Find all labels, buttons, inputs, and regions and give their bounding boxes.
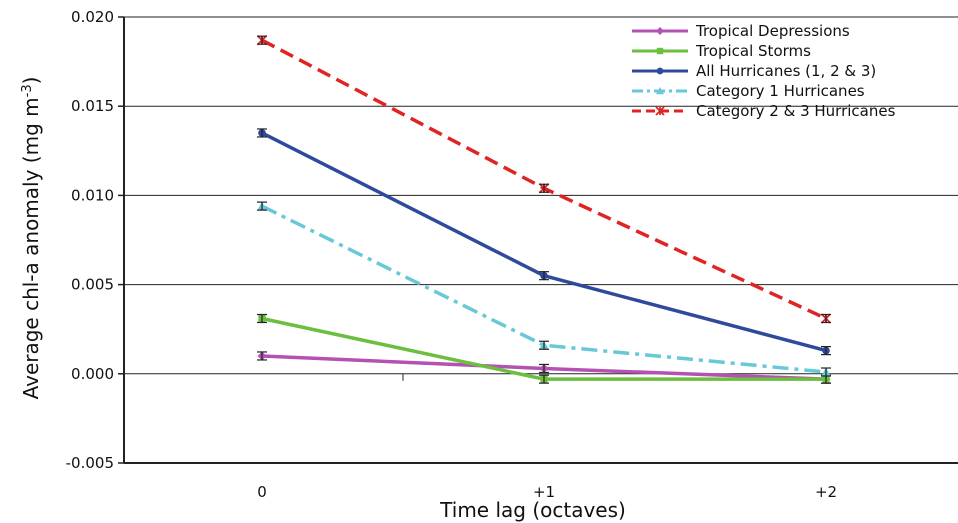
legend-label: Category 2 & 3 Hurricanes bbox=[696, 102, 896, 120]
y-tick-label: 0.005 bbox=[71, 276, 114, 294]
series-line bbox=[261, 131, 827, 353]
x-tick-label: +2 bbox=[815, 483, 837, 501]
error-bar bbox=[257, 313, 267, 324]
legend-label: Tropical Storms bbox=[695, 42, 811, 60]
error-bar bbox=[821, 367, 831, 377]
error-bar bbox=[539, 363, 549, 374]
y-axis-title-main: Average chl-a anomaly (mg m bbox=[19, 97, 43, 399]
error-bar bbox=[539, 340, 549, 350]
error-bar bbox=[539, 374, 549, 384]
error-bar bbox=[257, 351, 267, 361]
grid bbox=[124, 16, 958, 375]
error-bar bbox=[821, 346, 831, 356]
y-tick-label: 0.015 bbox=[71, 97, 114, 115]
marker-star bbox=[655, 106, 665, 116]
y-tick-label: 0.000 bbox=[71, 365, 114, 383]
x-axis-title: Time lag (octaves) bbox=[439, 498, 626, 522]
error-bar bbox=[257, 35, 267, 45]
y-axis-title: Average chl-a anomaly (mg m-3) bbox=[19, 77, 43, 400]
series-3 bbox=[257, 201, 831, 377]
legend-label: Tropical Depressions bbox=[695, 22, 850, 40]
marker-circle bbox=[656, 67, 664, 75]
legend-item: All Hurricanes (1, 2 & 3) bbox=[632, 62, 876, 80]
error-bar bbox=[257, 201, 267, 211]
error-bar bbox=[821, 313, 831, 324]
marker-diamond bbox=[656, 27, 664, 35]
y-tick-label: 0.010 bbox=[71, 186, 114, 204]
series-line bbox=[261, 204, 827, 374]
axes: -0.005 0.000 0.005 0.010 0.015 0.020 0 +1 +2 bbox=[66, 8, 958, 501]
y-axis-title-superscript: -3 bbox=[20, 84, 35, 97]
series-layer bbox=[256, 35, 832, 384]
error-bar bbox=[257, 128, 267, 138]
series-4 bbox=[256, 35, 832, 324]
series-2 bbox=[257, 128, 831, 356]
legend-item: Tropical Storms bbox=[632, 42, 811, 60]
y-tick-label: -0.005 bbox=[66, 454, 114, 472]
series-1 bbox=[257, 313, 831, 384]
legend-label: All Hurricanes (1, 2 & 3) bbox=[696, 62, 876, 80]
y-tick-label: 0.020 bbox=[71, 8, 114, 26]
y-axis-title-close: ) bbox=[19, 77, 43, 85]
x-tick-label: +1 bbox=[533, 483, 555, 501]
legend: Tropical Depressions Tropical Storms All H… bbox=[632, 22, 896, 120]
marker-triangle bbox=[656, 87, 664, 95]
legend-label: Category 1 Hurricanes bbox=[696, 82, 865, 100]
error-bar bbox=[539, 271, 549, 281]
error-bar bbox=[539, 183, 549, 193]
marker-square bbox=[656, 47, 664, 55]
legend-item: Category 1 Hurricanes bbox=[632, 82, 865, 100]
x-tick-label: 0 bbox=[257, 483, 267, 501]
legend-item: Tropical Depressions bbox=[632, 22, 850, 40]
legend-item: Category 2 & 3 Hurricanes bbox=[632, 102, 896, 120]
